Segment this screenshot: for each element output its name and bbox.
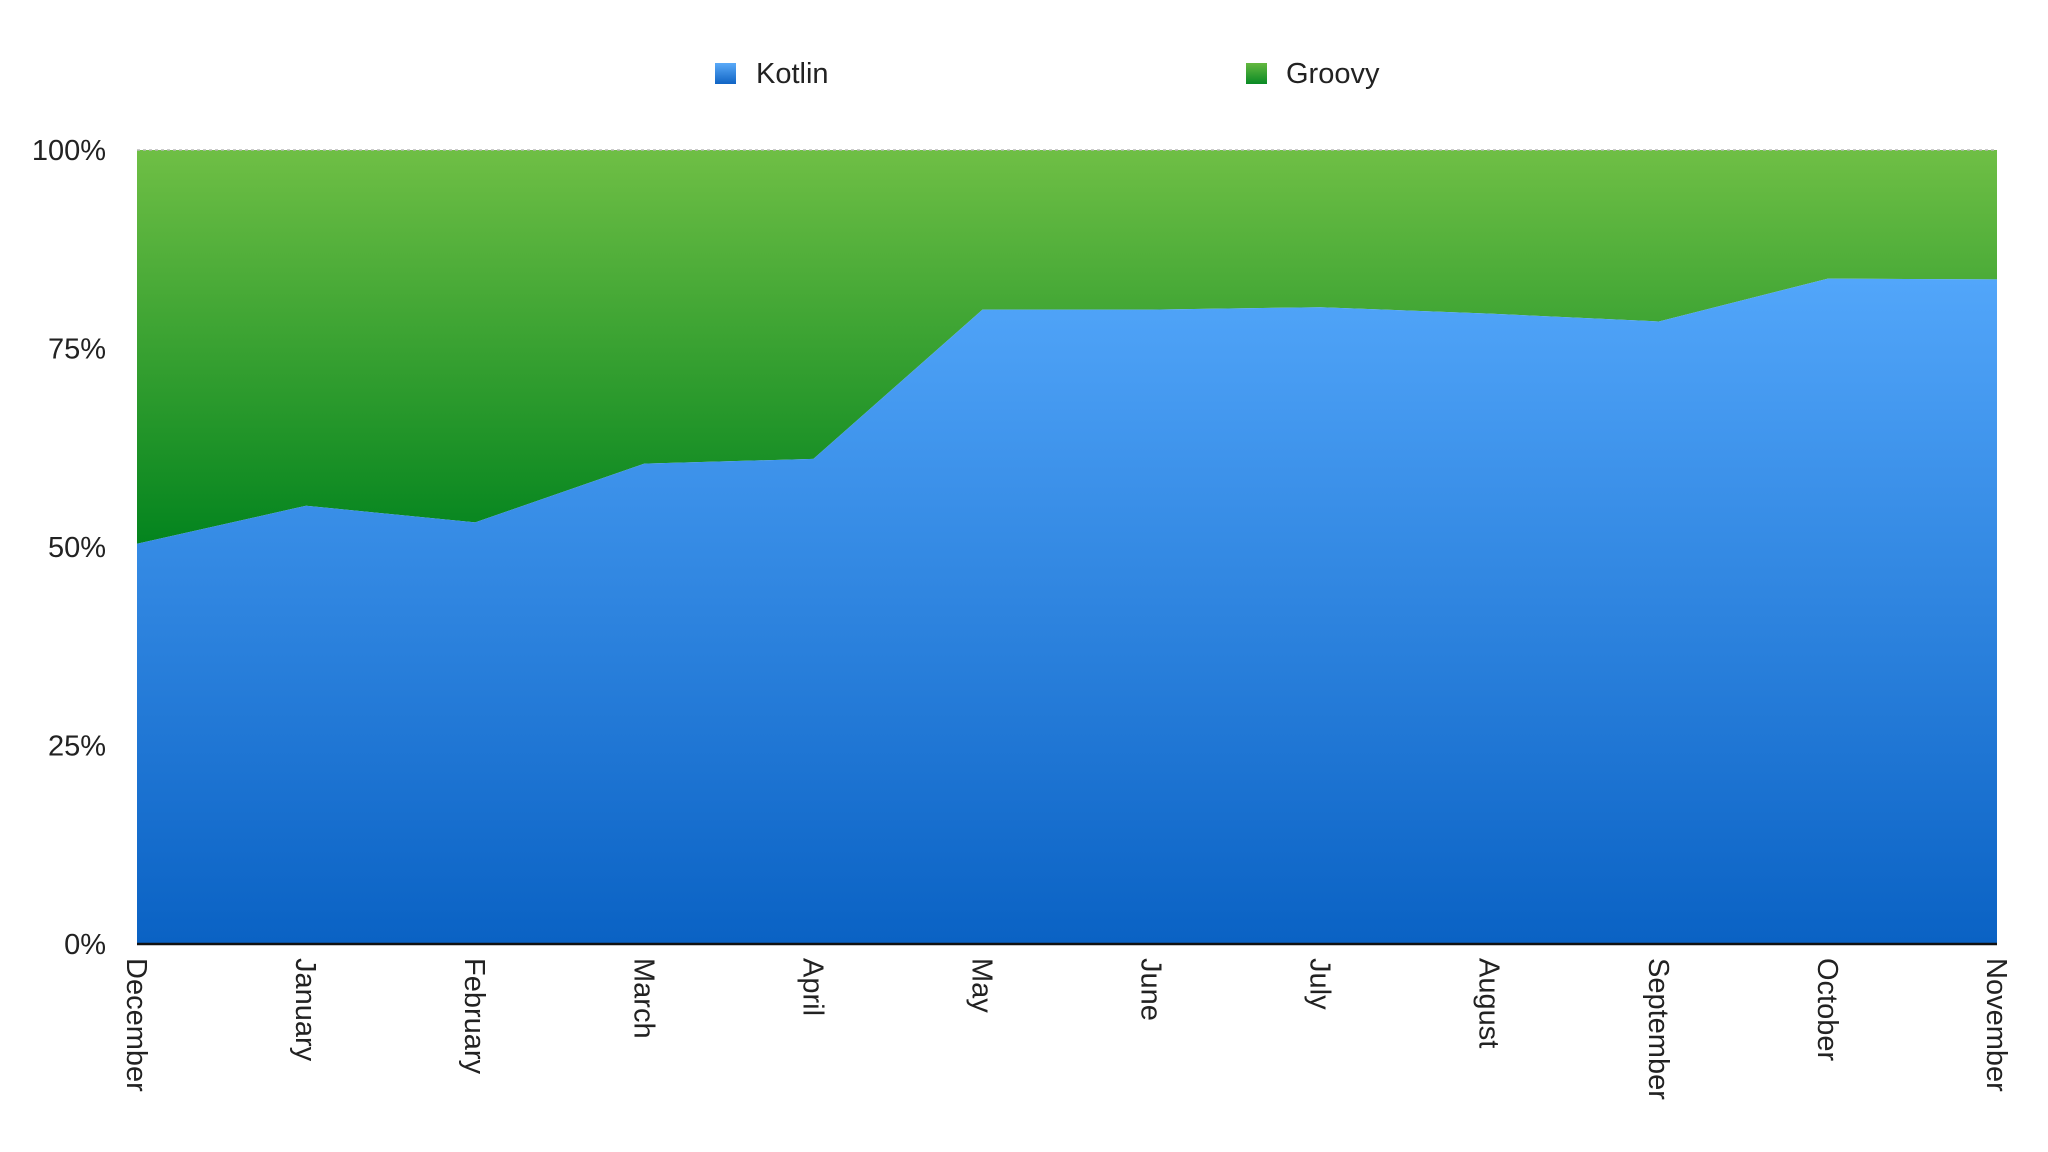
- x-tick-label: December: [120, 958, 152, 1092]
- x-tick-label: November: [1980, 958, 2012, 1092]
- legend-item-groovy: Groovy: [1246, 58, 1380, 90]
- x-tick-label: August: [1473, 958, 1505, 1048]
- y-tick-label: 25%: [48, 731, 106, 763]
- y-axis: 0% 25% 50% 75% 100%: [32, 135, 106, 961]
- x-tick-label: January: [289, 958, 321, 1062]
- x-tick-label: March: [627, 958, 659, 1039]
- legend-label-groovy: Groovy: [1286, 58, 1380, 90]
- x-tick-label: October: [1811, 958, 1843, 1061]
- x-tick-label: February: [458, 958, 490, 1075]
- x-tick-label: May: [966, 958, 998, 1013]
- x-tick-label: June: [1135, 958, 1167, 1021]
- legend-item-kotlin: Kotlin: [715, 58, 829, 90]
- plot-area: [137, 149, 1997, 945]
- y-tick-label: 75%: [48, 334, 106, 366]
- legend: Kotlin Groovy: [715, 58, 1380, 90]
- x-tick-label: July: [1304, 958, 1336, 1010]
- y-tick-label: 50%: [48, 532, 106, 564]
- legend-label-kotlin: Kotlin: [756, 58, 829, 90]
- area-series-kotlin: [137, 278, 1997, 945]
- x-axis: December January February March April May June…: [120, 942, 2012, 1100]
- legend-swatch-groovy: [1246, 63, 1267, 84]
- area-series-groovy: [137, 150, 1997, 544]
- x-tick-label: April: [796, 958, 828, 1016]
- x-tick-label: September: [1642, 958, 1674, 1100]
- legend-swatch-kotlin: [715, 63, 736, 84]
- y-tick-label: 0%: [64, 929, 106, 961]
- y-tick-label: 100%: [32, 135, 106, 167]
